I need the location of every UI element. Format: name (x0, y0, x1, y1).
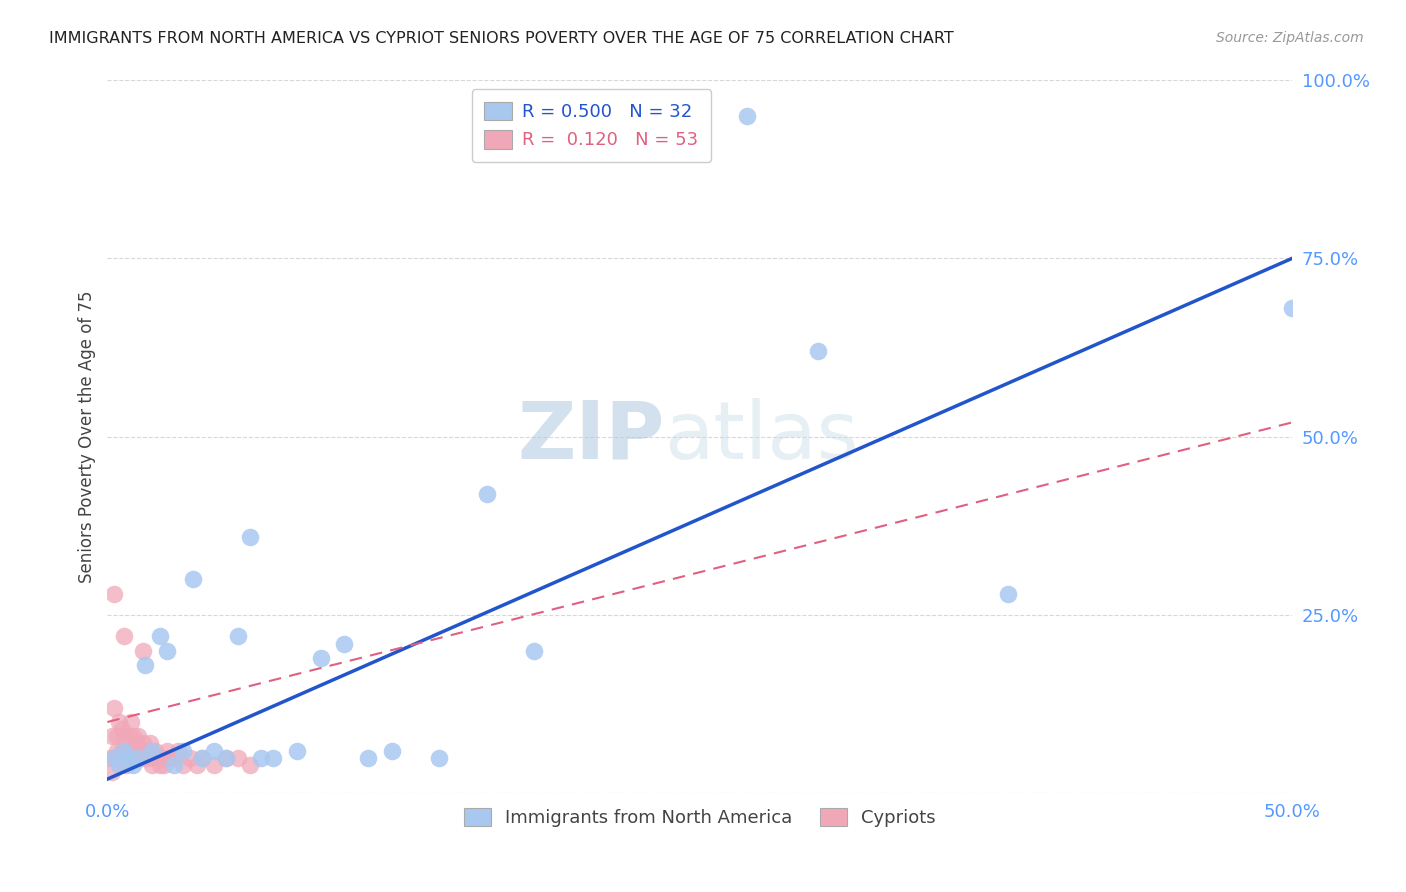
Point (110, 722, 132, 736)
Text: IMMIGRANTS FROM NORTH AMERICA VS CYPRIOT SENIORS POVERTY OVER THE AGE OF 75 CORR: IMMIGRANTS FROM NORTH AMERICA VS CYPRIOT… (49, 31, 953, 46)
Point (132, 643, 155, 657)
Point (156, 743, 179, 757)
Point (186, 757, 208, 772)
Point (118, 729, 141, 743)
Point (146, 750, 169, 764)
Point (101, 729, 124, 743)
Point (191, 750, 214, 764)
Point (215, 750, 238, 764)
Point (250, 750, 273, 764)
Point (215, 750, 238, 764)
Point (103, 586, 125, 600)
Point (226, 629, 249, 643)
Point (120, 714, 142, 729)
Point (139, 750, 162, 764)
Point (179, 750, 201, 764)
Y-axis label: Seniors Poverty Over the Age of 75: Seniors Poverty Over the Age of 75 (79, 291, 96, 582)
Point (735, 109, 758, 123)
Point (112, 743, 135, 757)
Point (153, 757, 176, 772)
Point (163, 757, 186, 772)
Point (103, 750, 125, 764)
Point (475, 487, 498, 501)
Point (523, 643, 546, 657)
Point (132, 736, 155, 750)
Point (127, 750, 149, 764)
Legend: Immigrants from North America, Cypriots: Immigrants from North America, Cypriots (457, 800, 943, 834)
Point (381, 743, 404, 757)
Point (122, 750, 145, 764)
Point (172, 743, 194, 757)
Point (202, 743, 225, 757)
Point (156, 643, 179, 657)
Point (181, 572, 204, 586)
Point (120, 743, 142, 757)
Point (122, 757, 145, 772)
Point (226, 750, 249, 764)
Point (112, 629, 135, 643)
Point (122, 729, 145, 743)
Text: atlas: atlas (664, 398, 859, 475)
Point (157, 750, 180, 764)
Point (139, 736, 162, 750)
Point (108, 714, 131, 729)
Point (997, 586, 1019, 600)
Point (134, 657, 156, 672)
Point (115, 743, 138, 757)
Point (807, 344, 830, 359)
Point (108, 757, 131, 772)
Point (115, 757, 138, 772)
Point (105, 743, 128, 757)
Point (238, 529, 260, 543)
Point (118, 750, 141, 764)
Point (108, 750, 131, 764)
Point (238, 757, 260, 772)
Point (285, 743, 308, 757)
Point (103, 700, 125, 714)
Point (141, 757, 163, 772)
Point (136, 743, 159, 757)
Point (357, 750, 380, 764)
Point (125, 750, 148, 764)
Point (127, 729, 149, 743)
Point (127, 743, 149, 757)
Point (333, 636, 356, 650)
Point (125, 736, 148, 750)
Point (105, 729, 128, 743)
Point (163, 750, 186, 764)
Point (148, 629, 170, 643)
Point (309, 650, 332, 665)
Point (191, 750, 214, 764)
Point (103, 750, 125, 764)
Point (262, 750, 284, 764)
Point (129, 750, 152, 764)
Point (202, 757, 225, 772)
Point (118, 750, 141, 764)
Point (112, 729, 135, 743)
Point (150, 750, 173, 764)
Point (132, 743, 155, 757)
Point (427, 750, 450, 764)
Point (148, 757, 170, 772)
Point (172, 757, 194, 772)
Point (141, 743, 163, 757)
Text: Source: ZipAtlas.com: Source: ZipAtlas.com (1216, 31, 1364, 45)
Point (98, 750, 121, 764)
Point (110, 743, 132, 757)
Point (101, 764, 124, 779)
Point (112, 750, 135, 764)
Point (134, 750, 156, 764)
Point (1281, 301, 1303, 316)
Text: ZIP: ZIP (517, 398, 664, 475)
Point (167, 743, 190, 757)
Point (143, 743, 166, 757)
